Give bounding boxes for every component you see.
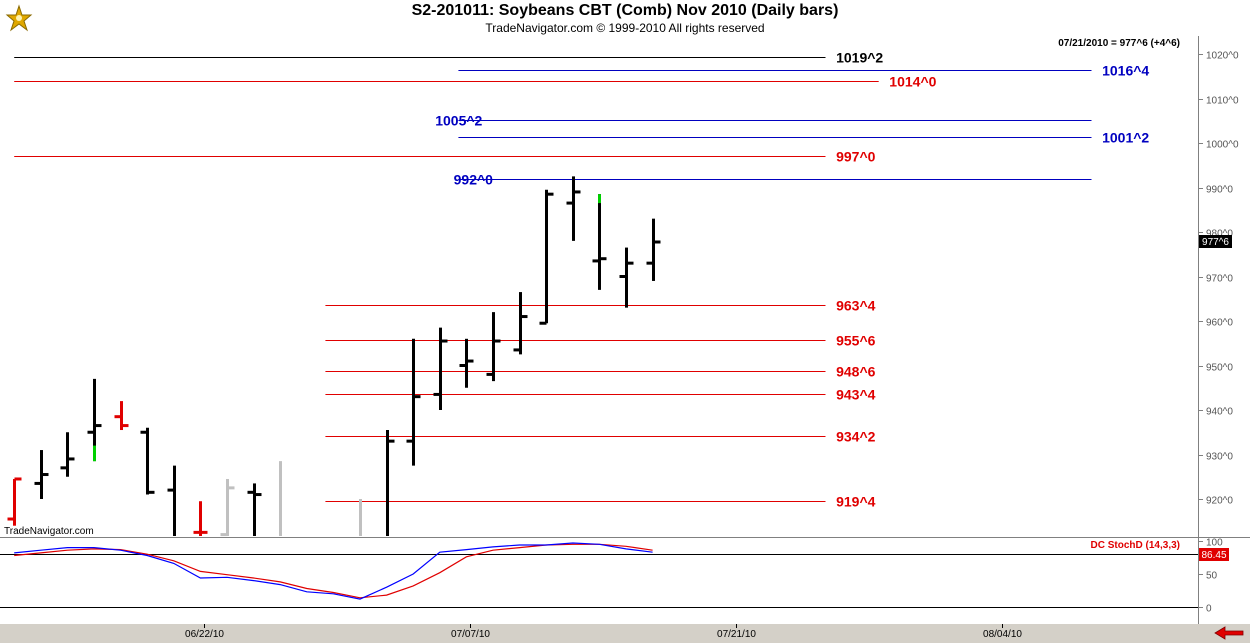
price-bar [513,292,528,355]
price-tick-label: 940^0 [1206,407,1233,418]
price-bar [167,465,176,536]
indicator-plot-area [0,538,1198,624]
price-bar [87,378,102,462]
date-tick-label: 08/04/10 [983,629,1022,640]
price-tick-label: 1020^0 [1206,51,1239,62]
indicator-name: DC StochD (14,3,3) [1091,540,1180,551]
price-tick-label: 920^0 [1206,496,1233,507]
y-axis-panel [1198,36,1250,537]
price-bar [140,427,155,495]
price-bar [646,218,661,281]
chart-title: S2-201011: Soybeans CBT (Comb) Nov 2010 … [411,2,839,19]
stoch-k-line [14,542,653,600]
level-label-6: 992^0 [454,172,494,188]
price-bar [486,312,501,382]
trade-navigator-logo-icon [5,4,33,32]
last-price-tag: 977^6 [1199,235,1232,248]
price-tick-label: 1010^0 [1206,96,1239,107]
level-label-5: 997^0 [836,149,876,165]
level-label-4: 1001^2 [1102,130,1149,146]
price-bar [406,338,421,466]
level-label-9: 948^6 [836,364,876,380]
price-axis-ticks: 920^0 930^0 940^0 950^0 960^0 970^0 980^0 990^0… [1198,51,1239,507]
level-label-11: 934^2 [836,429,876,445]
chart-header: S2-201011: Soybeans CBT (Comb) Nov 2010 … [0,0,1250,36]
price-tick-label: 970^0 [1206,274,1233,285]
stoch-tick-label: 50 [1206,571,1218,582]
date-axis-ticks: 06/22/10 07/07/10 07/21/10 08/04/10 [185,624,1022,640]
price-tick-label: 930^0 [1206,452,1233,463]
level-label-1: 1016^4 [1102,63,1149,79]
price-bar [7,477,22,526]
price-tick-label: 990^0 [1206,185,1233,196]
watermark: TradeNavigator.com [4,526,94,537]
price-tick-label: 960^0 [1206,318,1233,329]
date-tick-label: 07/07/10 [451,629,490,640]
level-label-2: 1014^0 [889,74,936,90]
price-tick-label: 950^0 [1206,363,1233,374]
price-bar [114,401,129,431]
price-bar [34,450,49,499]
price-bar [247,483,262,536]
chart-subtitle: TradeNavigator.com © 1999-2010 All right… [485,21,765,35]
price-bar [459,338,474,388]
indicator-value-tag-text: 86.45 [1201,550,1226,561]
price-bar [193,501,208,536]
last-price-tag-text: 977^6 [1202,237,1229,248]
price-bar [60,432,75,477]
price-tick-label: 1000^0 [1206,140,1239,151]
date-tick-label: 06/22/10 [185,629,224,640]
price-bar [539,189,554,325]
price-bar [220,478,235,537]
level-lines: 1019^2 1016^4 1014^0 1005^2 1001^2 997^0 992^0… [14,50,1149,510]
price-bars [7,176,661,537]
x-axis-panel [0,624,1250,643]
level-label-12: 919^4 [836,494,876,510]
price-bar [619,247,634,308]
level-label-0: 1019^2 [836,50,883,66]
indicator-value-tag: 86.45 [1199,548,1229,561]
scroll-left-arrow-icon[interactable] [1212,626,1246,640]
price-bar [566,176,581,241]
stochastic-panel: 100 50 0 [0,538,1223,615]
date-tick-label: 07/21/10 [717,629,756,640]
price-bar [592,194,607,290]
level-label-8: 955^6 [836,333,876,349]
price-bar [433,327,448,410]
price-bar [386,430,395,536]
level-label-10: 943^4 [836,387,876,403]
stoch-tick-label: 0 [1206,604,1212,615]
price-tick-label: 980^0 [1206,229,1233,240]
price-readout: 07/21/2010 = 977^6 (+4^6) [1058,38,1180,49]
stoch-tick-label: 100 [1206,538,1223,549]
level-label-3: 1005^2 [435,113,482,129]
level-label-7: 963^4 [836,298,876,314]
